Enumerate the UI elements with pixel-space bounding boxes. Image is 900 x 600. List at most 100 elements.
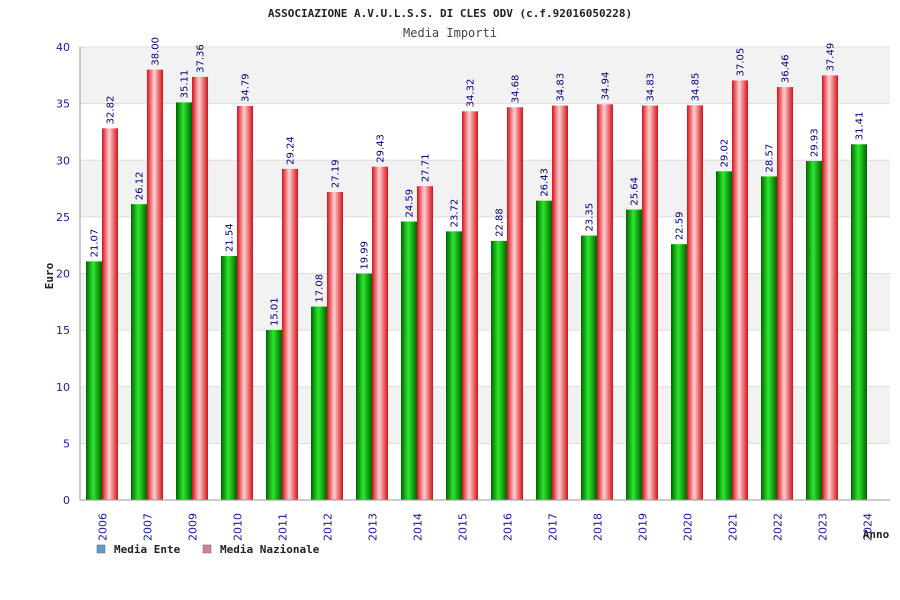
y-tick-label: 5 [63,437,70,450]
bar-media-ente [131,204,147,501]
x-tick-label: 2014 [412,513,425,541]
x-axis-ticks: 2006 2007 2009 2010 2011 2012 2013 2014 2015 2016… [97,513,875,541]
y-tick-label: 10 [56,381,70,394]
value-label-media-nazionale: 36.46 [781,54,792,83]
x-axis-label: Anno [863,528,890,541]
bar-media-nazionale [732,80,748,500]
value-label-media-ente: 28.57 [765,144,776,173]
bar-media-ente [626,209,642,500]
bar-media-ente [401,221,417,500]
value-label-media-nazionale: 34.94 [601,72,612,101]
chart-subtitle: Media Importi [403,26,497,40]
bar-media-ente [806,161,822,500]
bar-media-ente [671,244,687,500]
bar-media-nazionale [687,105,703,500]
legend-label-media-ente: Media Ente [114,543,181,556]
bar-media-nazionale [417,186,433,500]
bar-media-ente [536,200,552,501]
value-label-media-ente: 29.02 [720,139,731,168]
plot-background [80,47,890,500]
value-label-media-ente: 24.59 [405,189,416,218]
x-tick-label: 2007 [142,513,155,541]
value-label-media-nazionale: 38.00 [151,37,162,66]
y-tick-label: 25 [56,211,70,224]
bar-media-ente [446,231,462,500]
value-label-media-ente: 22.88 [495,208,506,237]
x-tick-label: 2009 [187,513,200,541]
value-label-media-ente: 22.59 [675,212,686,241]
value-label-media-nazionale: 34.83 [646,73,657,102]
legend-swatch-media-nazionale [202,544,212,554]
x-tick-label: 2020 [682,513,695,541]
value-label-media-ente: 29.93 [810,128,821,157]
x-tick-label: 2018 [592,513,605,541]
value-label-media-ente: 35.11 [180,70,191,99]
bar-media-ente [851,144,867,501]
legend-swatch-media-ente [96,544,106,554]
value-label-media-ente: 21.07 [90,229,101,258]
value-label-media-nazionale: 34.85 [691,73,702,102]
y-axis-label: Euro [43,262,56,289]
bar-media-nazionale [777,87,793,500]
plot-band [80,443,890,500]
bar-media-ente [86,261,102,500]
bar-media-nazionale [552,105,568,501]
value-label-media-ente: 23.72 [450,199,461,228]
plot-band [80,160,890,217]
value-label-media-nazionale: 34.32 [466,79,477,108]
value-label-media-ente: 21.54 [225,223,236,252]
bar-media-ente [176,102,192,501]
bars [86,69,867,501]
y-tick-label: 0 [63,494,70,507]
value-label-media-ente: 19.99 [360,241,371,270]
y-tick-label: 30 [56,154,70,167]
y-tick-label: 20 [56,268,70,281]
bar-media-nazionale [462,111,478,501]
bar-media-nazionale [597,104,613,500]
x-tick-label: 2006 [97,513,110,541]
x-tick-label: 2022 [772,513,785,541]
bar-media-ente [761,176,777,500]
bar-media-nazionale [822,75,838,500]
x-tick-label: 2019 [637,513,650,541]
bar-media-nazionale [192,76,208,500]
y-tick-label: 35 [56,98,70,111]
value-label-media-ente: 31.41 [855,112,866,141]
value-label-media-nazionale: 37.05 [736,48,747,77]
x-tick-label: 2024 [862,513,875,541]
x-tick-label: 2016 [502,513,515,541]
bar-media-nazionale [507,107,523,501]
bar-media-ente [491,240,507,500]
value-label-media-nazionale: 37.36 [196,44,207,73]
bar-media-nazionale [642,105,658,501]
legend: Media Ente Media Nazionale [96,543,320,556]
x-tick-label: 2010 [232,513,245,541]
bar-media-nazionale [327,192,343,501]
y-axis-ticks: 0 5 10 15 20 25 30 35 40 [56,41,70,507]
legend-label-media-nazionale: Media Nazionale [220,543,320,556]
value-label-media-nazionale: 34.83 [556,73,567,102]
value-labels: 21.07 32.82 26.12 38.00 35.11 37.36 21.54 34.79… [90,37,866,326]
bar-media-nazionale [372,166,388,500]
bar-media-ente [581,235,597,500]
x-tick-label: 2017 [547,513,560,541]
bar-media-ente [716,171,732,500]
x-tick-label: 2012 [322,513,335,541]
plot-band [80,330,890,387]
value-label-media-nazionale: 27.19 [331,159,342,188]
plot-band [80,216,890,274]
x-tick-label: 2021 [727,513,740,541]
chart-title: ASSOCIAZIONE A.V.U.L.S.S. DI CLES ODV (c… [268,7,632,20]
value-label-media-ente: 15.01 [270,297,281,326]
y-tick-label: 15 [56,324,70,337]
bar-media-nazionale [102,128,118,500]
value-label-media-nazionale: 37.49 [826,43,837,72]
value-label-media-nazionale: 34.68 [511,75,522,104]
plot-band [80,273,890,331]
value-label-media-ente: 26.43 [540,168,551,197]
bar-media-ente [266,330,282,500]
bar-media-nazionale [237,106,253,501]
y-tick-label: 40 [56,41,70,54]
value-label-media-ente: 17.08 [315,274,326,303]
